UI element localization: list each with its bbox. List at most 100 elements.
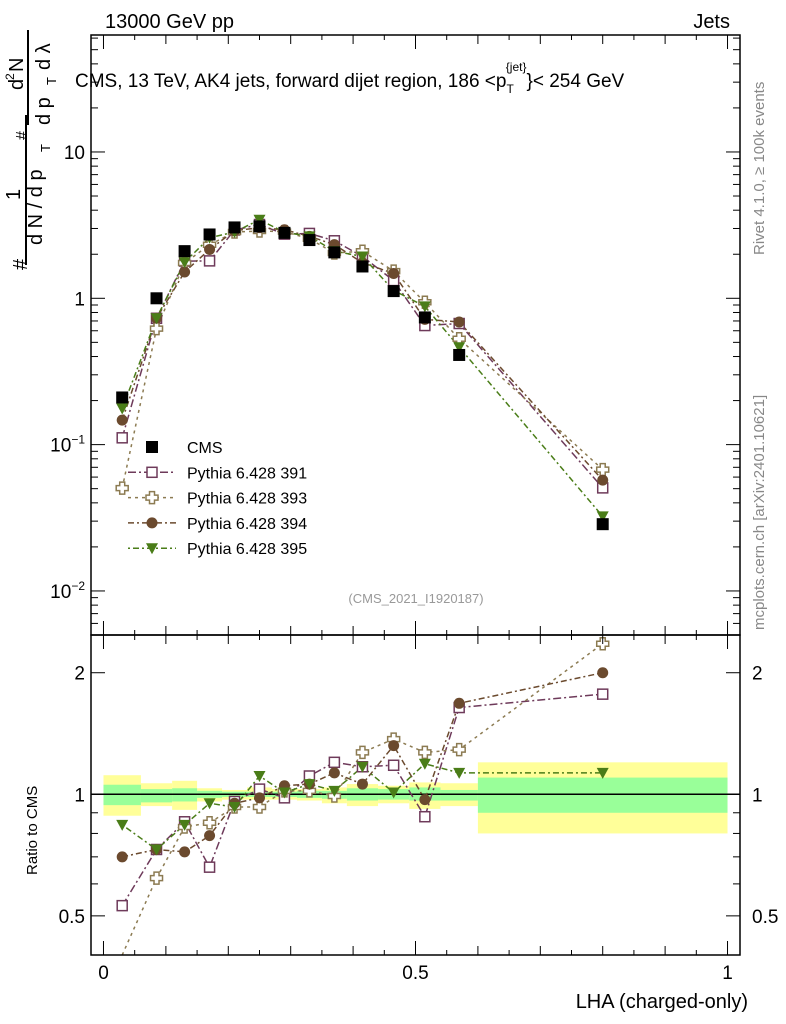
data-point-ratio <box>356 778 368 790</box>
data-point-ratio <box>178 819 191 831</box>
data-point-ratio <box>253 792 265 804</box>
ylabel-part: N <box>6 58 28 72</box>
y-tick-exponent: −1 <box>71 433 85 447</box>
data-point-ratio <box>597 667 609 679</box>
y-tick-label: 10−2 <box>50 579 85 603</box>
ylabel-part: d N / d p <box>25 169 47 245</box>
ratio-y-tick-label-right: 1 <box>752 785 763 806</box>
data-point-main <box>115 481 129 495</box>
data-point-main <box>179 266 191 278</box>
data-point-main <box>150 313 163 325</box>
cms-data-point <box>303 234 316 247</box>
y-tick-base: 10 <box>64 143 85 164</box>
cms-data-point <box>328 246 341 259</box>
data-point-ratio <box>149 871 164 885</box>
ratio-y-tick-label: 2 <box>74 664 85 685</box>
legend-marker <box>146 466 158 479</box>
cms-data-point <box>387 285 400 298</box>
data-point-ratio <box>388 740 400 752</box>
ratio-y-label: Ratio to CMS <box>24 786 41 875</box>
cms-data-point <box>596 518 609 531</box>
ylabel-part: T <box>44 77 59 85</box>
series-lines <box>121 218 604 956</box>
analysis-watermark: (CMS_2021_I1920187) <box>348 591 483 606</box>
data-point-ratio <box>355 745 370 760</box>
y-tick-label: 10−1 <box>50 433 85 457</box>
data-point-ratio <box>203 861 216 873</box>
cms-data-point <box>116 391 129 404</box>
title-end: }< 254 GeV <box>527 71 625 92</box>
data-point-ratio <box>116 851 128 863</box>
y-tick-base: 10 <box>50 436 71 457</box>
ratio-y-tick-label: 0.5 <box>59 907 85 928</box>
cms-data-point <box>203 228 216 241</box>
series-line-main <box>121 218 604 517</box>
data-point-main <box>116 432 128 444</box>
data-point-ratio <box>418 758 431 770</box>
y-tick-base: 10 <box>50 582 71 603</box>
data-point-ratio <box>150 844 163 856</box>
series-line-main <box>121 226 604 481</box>
data-point-ratio <box>596 688 609 700</box>
data-point-main <box>149 321 164 336</box>
data-point-ratio <box>303 779 316 791</box>
data-point-ratio <box>419 810 431 823</box>
header-right: Jets <box>693 11 730 33</box>
legend-label: Pythia 6.428 391 <box>187 465 307 482</box>
ylabel-part: # <box>14 131 31 140</box>
legend-label: Pythia 6.428 393 <box>187 491 307 508</box>
x-tick-label: 1 <box>722 963 733 984</box>
legend-label: CMS <box>187 440 223 457</box>
data-point-ratio <box>328 785 341 797</box>
cms-data-point <box>453 348 466 361</box>
data-point-main <box>356 251 369 263</box>
data-point-ratio <box>252 800 267 814</box>
data-point-main <box>596 511 609 523</box>
ylabel-part: 1 <box>3 189 25 200</box>
data-point-ratio <box>116 819 129 831</box>
y-axis-label-main: # 1 d N / d p T # d 2 N d p T d λ <box>3 30 59 270</box>
x-axis-label: LHA (charged-only) <box>576 991 748 1013</box>
ratio-y-tick-label: 1 <box>74 785 85 806</box>
stat-uncertainty-band <box>440 789 478 801</box>
cms-data-point <box>178 245 191 258</box>
x-tick-label: 0.5 <box>402 963 428 984</box>
data-point-ratio <box>179 846 191 858</box>
data-point-main <box>453 316 465 328</box>
ylabel-part: d λ <box>33 43 55 70</box>
cms-data-point <box>253 220 266 233</box>
cms-data-point <box>150 292 163 305</box>
data-point-ratio <box>453 767 466 779</box>
data-point-ratio <box>116 899 128 912</box>
side-text-top: Rivet 4.1.0, ≥ 100k events <box>751 82 768 255</box>
ylabel-part: T <box>38 144 53 152</box>
ylabel-part: d <box>6 79 28 90</box>
data-point-main <box>203 255 216 267</box>
ylabel-part: 2 <box>3 73 17 80</box>
data-point-ratio <box>202 816 217 830</box>
data-point-main <box>388 267 400 279</box>
legend-label: Pythia 6.428 394 <box>187 516 307 533</box>
side-text-bottom: mcplots.cern.ch [arXiv:2401.10621] <box>751 395 768 630</box>
data-point-ratio <box>387 787 400 799</box>
data-point-main <box>597 474 609 486</box>
data-point-main <box>178 257 191 269</box>
data-point-main <box>116 403 129 415</box>
cms-data-point <box>278 226 291 239</box>
data-point-main <box>595 462 610 477</box>
series-line-ratio <box>122 671 603 858</box>
data-point-ratio <box>278 787 291 799</box>
stat-uncertainty-band <box>140 789 173 803</box>
data-point-ratio <box>328 756 341 769</box>
data-point-ratio <box>387 759 400 772</box>
data-point-ratio <box>419 794 431 806</box>
stat-uncertainty-band <box>477 777 728 813</box>
data-point-ratio <box>453 697 465 709</box>
y-tick-exponent: −2 <box>71 579 85 593</box>
data-point-ratio <box>253 770 266 782</box>
data-point-ratio <box>328 767 340 779</box>
data-point-ratio <box>204 830 216 842</box>
data-point-main <box>418 301 431 313</box>
